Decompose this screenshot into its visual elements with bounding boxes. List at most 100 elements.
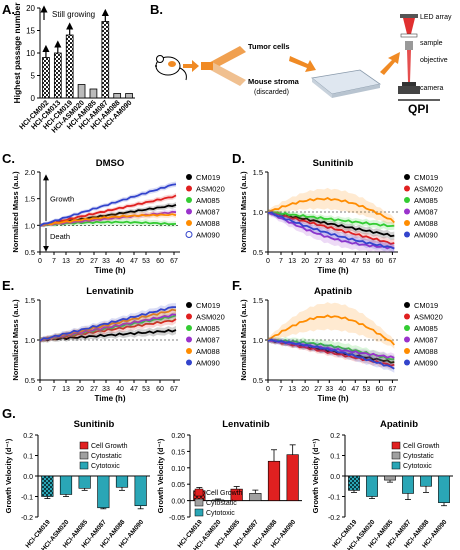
chart-g2: Lenvatinib -0.05 0.00 0.05 0.10 0.15 0.20 Growt…	[156, 419, 302, 550]
legend-marker-am085	[186, 325, 192, 331]
legend-label-cytostatic: Cytostatic	[403, 453, 434, 460]
legend-swatch-cytostatic	[391, 451, 401, 460]
legend-label-asm020: ASM020	[196, 313, 225, 322]
y-tick-label: 0.05	[171, 482, 185, 489]
x-axis-title: Time (h)	[318, 266, 349, 275]
x-tick-label: 0	[38, 258, 42, 265]
bar-hci-am090	[286, 454, 299, 501]
y-tick-label: 10	[26, 49, 35, 58]
x-tick-label: 60	[156, 258, 164, 265]
panel-label-a: A.	[2, 2, 15, 17]
x-tick-label: 7	[52, 258, 56, 265]
x-tick-label: 47	[351, 258, 359, 265]
x-tick-label: 27	[90, 258, 98, 265]
series-line-am087	[267, 211, 395, 250]
legend-label-cytotoxic: Cytotoxic	[91, 463, 120, 470]
x-tick-label: 13	[288, 386, 296, 393]
chart-title: Sunitinib	[313, 158, 354, 169]
x-tick-label: 7	[52, 386, 56, 393]
bar-hci-am088	[113, 93, 122, 99]
x-tick-label: 20	[301, 258, 309, 265]
chart-e: Lenvatinib 0.5 1.0 1.5 0 7 13 20 27 33 40 47 53 60 67 T…	[11, 286, 225, 403]
legend-label-am087: AM087	[196, 208, 220, 217]
x-tick-label: 13	[62, 386, 70, 393]
panel-label-g: G.	[2, 406, 16, 421]
legend-marker-am087	[404, 208, 410, 215]
legend-swatch-cell-growth	[79, 441, 89, 450]
y-tick-label: 0.2	[23, 433, 33, 440]
series-line-am088	[39, 213, 177, 227]
legend-swatch-cytotoxic	[391, 461, 401, 470]
legend-label-am087: AM087	[414, 336, 438, 345]
legend-marker-am085	[404, 197, 410, 203]
y-tick-label: 0.1	[330, 454, 340, 461]
series-line-asm020	[267, 210, 395, 245]
x-tick-label: 47	[130, 258, 138, 265]
bar-hci-am087	[101, 21, 110, 99]
legend-label-cm019: CM019	[414, 173, 438, 182]
y-tick-label: -0.1	[21, 495, 33, 502]
bar-hci-am087	[402, 475, 414, 494]
legend-swatch-cell-growth	[194, 488, 204, 497]
series-line-am090	[39, 183, 177, 227]
x-tick-label: 53	[363, 386, 371, 393]
y-tick-label: -0.2	[328, 515, 340, 522]
panel-label-d: D.	[232, 151, 245, 166]
error-band-am088	[268, 187, 395, 227]
flow-arrow-2	[380, 52, 400, 75]
legend-marker-cm019	[404, 302, 410, 308]
legend-label-am090: AM090	[414, 359, 438, 368]
legend-marker-asm020	[404, 185, 410, 192]
x-tick-label: 7	[279, 386, 283, 393]
series-line-am087	[267, 339, 395, 359]
y-tick-label: 1.0	[253, 336, 263, 345]
error-band-asm020	[268, 208, 395, 248]
bar-hci-am087	[249, 493, 262, 501]
annotation-still-growing: Still growing	[52, 10, 95, 19]
legend-marker-am090	[186, 359, 192, 366]
series-line-am090	[39, 306, 177, 342]
y-tick-label: 0.20	[171, 433, 185, 440]
x-tick-label: 60	[376, 386, 384, 393]
legend-label-cm019: CM019	[414, 301, 438, 310]
y-tick-label: 20	[26, 4, 35, 13]
x-tick-label: 40	[338, 386, 346, 393]
bar-hci-am090	[438, 475, 450, 503]
legend-label-asm020: ASM020	[196, 185, 225, 194]
objective-label: objective	[420, 57, 448, 64]
bar-hci-am087	[97, 475, 110, 509]
x-tick-label: 60	[376, 258, 384, 265]
y-axis-title: Normalized Mass (a.u.)	[239, 171, 248, 253]
chart-title: Apatinib	[380, 419, 418, 430]
x-tick-label: 67	[389, 386, 397, 393]
error-band-am085	[40, 218, 176, 228]
legend-marker-am087	[186, 208, 192, 215]
legend-marker-am088	[404, 348, 410, 354]
x-tick-label: 0	[266, 258, 270, 265]
legend-label-cell-growth: Cell Growth	[206, 490, 243, 497]
x-tick-label: 33	[325, 258, 333, 265]
x-tick-label: 53	[363, 258, 371, 265]
series-line-am088	[267, 197, 395, 224]
x-tick-label: 53	[142, 258, 150, 265]
x-tick-label: 47	[351, 386, 359, 393]
chart-g3: Apatinib -0.2 -0.1 0.0 0.1 0.2 Growth Velocity…	[311, 419, 453, 550]
bar-hci-am085	[78, 475, 91, 489]
y-tick-label: 15	[26, 27, 35, 36]
legend-marker-am085	[186, 197, 192, 203]
chart-d: Sunitinib 0.5 1.0 1.5 0 7 13 20 27 33 40 47 53 60 67 Ti…	[239, 158, 443, 275]
legend-label-am088: AM088	[414, 347, 438, 356]
camera-label: camera	[420, 85, 443, 92]
legend-label-am090: AM090	[414, 231, 438, 240]
error-band-am088	[268, 302, 395, 349]
x-tick-label: 0	[266, 386, 270, 393]
y-axis-title: Growth Velocity (d⁻¹)	[156, 438, 165, 513]
panel-label-f: F.	[232, 278, 242, 293]
series-line-am087	[39, 313, 177, 341]
legend-marker-am090	[404, 359, 410, 366]
x-tick-label: 7	[279, 258, 283, 265]
bar-hci-am088	[115, 475, 129, 488]
y-tick-label: 0.2	[330, 433, 340, 440]
bar-hci-cm019	[41, 475, 54, 497]
